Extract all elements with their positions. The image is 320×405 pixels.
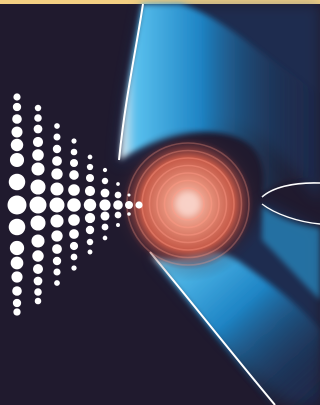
emitter-dot <box>127 193 131 197</box>
emitter-dot <box>114 211 122 219</box>
upper-wave-edge <box>118 3 144 161</box>
sphere-ring <box>133 149 243 259</box>
emitter-dot <box>31 162 45 176</box>
emitter-dots-icon <box>7 93 143 316</box>
emitter-dot <box>68 184 80 196</box>
emitter-dot <box>69 241 79 251</box>
emitter-dot <box>9 240 25 256</box>
emitter-dot <box>50 182 64 196</box>
emitter-dot <box>50 214 64 228</box>
emitter-dot <box>85 225 95 235</box>
emitter-dot <box>54 123 60 129</box>
emitter-dot <box>87 154 93 160</box>
emitter-dot <box>102 167 108 173</box>
top-border <box>0 0 320 4</box>
emitter-dot <box>7 195 27 215</box>
emitter-dot <box>13 308 21 316</box>
emitter-dot <box>69 158 79 168</box>
emitter-dot <box>54 280 60 286</box>
emitter-dot <box>9 152 25 168</box>
emitter-dot <box>30 215 46 231</box>
emitter-dot <box>52 244 62 254</box>
emitter-dot <box>127 212 131 216</box>
emitter-dot <box>113 200 123 210</box>
emitter-dot <box>34 288 42 296</box>
emitter-dot <box>52 144 62 154</box>
emitter-dot <box>32 263 44 275</box>
emitter-dot <box>85 173 95 183</box>
emitter-dot <box>116 223 120 227</box>
emitter-dot <box>86 238 94 246</box>
emitter-dot <box>71 265 77 271</box>
upper-wave-band <box>120 4 320 195</box>
emitter-dot <box>8 173 26 191</box>
emitter-dot <box>51 230 63 242</box>
emitter-dot <box>30 179 46 195</box>
emitter-dot <box>32 250 44 262</box>
emitter-dot <box>32 136 44 148</box>
lower-wave-band <box>150 251 320 405</box>
emitter-dot <box>52 256 62 266</box>
emitter-dot <box>99 199 111 211</box>
emitter-dot <box>70 253 78 261</box>
light-wave-arcs-icon <box>118 3 320 405</box>
emitter-dot <box>51 168 63 180</box>
emitter-dot <box>84 212 96 224</box>
lower-wave-band-right <box>262 205 320 300</box>
emitter-dot <box>53 133 61 141</box>
emitter-dot <box>8 218 26 236</box>
sphere-ring <box>171 187 205 221</box>
emitter-dot <box>34 297 42 305</box>
sphere-core <box>176 192 200 216</box>
emitter-dot <box>101 177 109 185</box>
emitter-dot <box>70 148 78 156</box>
emitter-dot <box>34 104 42 112</box>
emitter-dot <box>83 198 97 212</box>
sphere-ring <box>148 164 228 244</box>
emitter-dot <box>86 163 94 171</box>
emitter-dot <box>71 138 77 144</box>
emitter-dot <box>12 298 22 308</box>
emitter-dot <box>33 124 43 134</box>
emitter-dot <box>125 201 133 209</box>
emitter-dot <box>32 149 44 161</box>
emitter-dot <box>10 256 24 270</box>
emitter-dot <box>100 188 110 198</box>
emitter-dot <box>12 102 22 112</box>
sphere-ring <box>156 172 220 236</box>
emitter-dot <box>114 191 122 199</box>
emitter-dot <box>52 156 62 166</box>
emitter-dot <box>102 235 108 241</box>
emitter-dot <box>10 138 24 152</box>
emitter-dot <box>101 223 109 231</box>
emitter-dot <box>116 182 120 186</box>
emitter-dot <box>69 170 79 180</box>
emitter-dot <box>12 114 22 124</box>
emitter-dot <box>49 197 65 213</box>
emitter-dot <box>11 126 23 138</box>
emitter-dot <box>12 286 22 296</box>
sphere-ring <box>163 179 213 229</box>
emitter-dot <box>31 234 45 248</box>
emitter-dot <box>67 198 81 212</box>
emitter-dot <box>53 268 61 276</box>
emitter-dot <box>135 201 143 209</box>
emitter-dot <box>34 114 42 122</box>
emitter-dot <box>100 211 110 221</box>
glowing-sphere-icon <box>110 126 266 282</box>
emitter-dot <box>68 214 80 226</box>
emitter-dot <box>87 249 93 255</box>
emitter-dot <box>69 229 79 239</box>
emitter-dot <box>13 93 21 101</box>
emitter-dot <box>84 185 96 197</box>
emitter-dot <box>29 196 47 214</box>
emitter-dot <box>11 271 23 283</box>
emitter-dot <box>33 276 43 286</box>
